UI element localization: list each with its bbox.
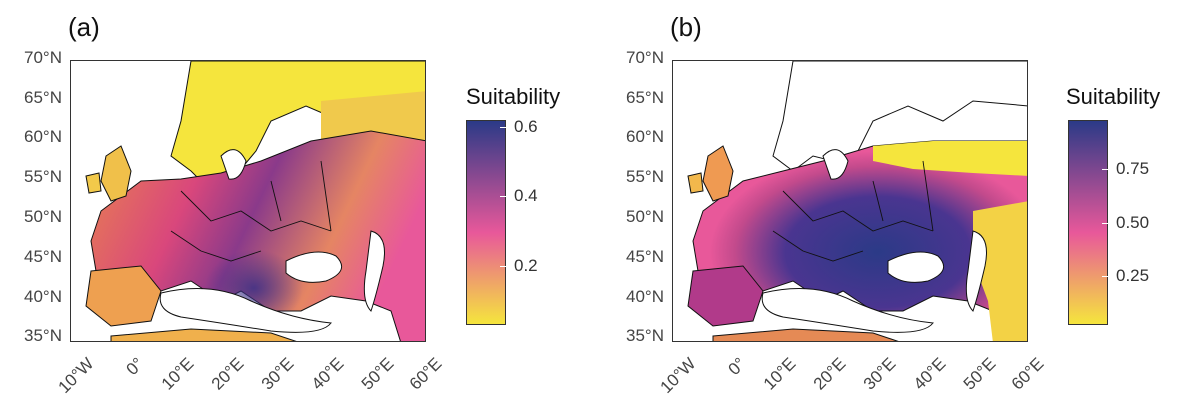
legend-tick-label: 0.75: [1116, 159, 1150, 179]
x-tick-label: 10°W: [54, 354, 98, 397]
x-tick-label: 60°E: [405, 354, 446, 394]
legend-tick-label: 0.4: [514, 186, 538, 206]
x-tick-label: 10°E: [759, 354, 800, 394]
y-tick-label: 40°N: [24, 287, 62, 306]
y-tick-label: 60°N: [24, 127, 62, 146]
y-tick-label: 35°N: [24, 326, 62, 345]
y-tick-label: 50°N: [626, 207, 664, 226]
x-tick-label: 40°E: [909, 354, 950, 394]
legend-tick-mark: [1102, 222, 1108, 224]
x-tick-label: 50°E: [357, 354, 398, 394]
y-tick-label: 45°N: [24, 247, 62, 266]
x-tick-label: 50°E: [959, 354, 1000, 394]
legend-title: Suitability: [466, 84, 561, 109]
x-tick-label: 40°E: [307, 354, 348, 394]
y-tick-label: 70°N: [626, 48, 664, 67]
y-tick-label: 60°N: [626, 127, 664, 146]
suitability-map: [70, 60, 426, 342]
legend-tick-mark: [500, 196, 506, 198]
y-tick-label: 70°N: [24, 48, 62, 67]
y-tick-label: 55°N: [626, 167, 664, 186]
x-tick-label: 20°E: [207, 354, 248, 394]
panel-label: (a): [68, 12, 100, 42]
legend-tick-mark: [500, 265, 506, 267]
panel-label: (b): [670, 12, 702, 42]
y-tick-label: 45°N: [626, 247, 664, 266]
map-panel-b: (b) 70°N 65°N 60°N 55°N 50°N 45°N 40°N 3…: [602, 0, 1184, 403]
y-tick-label: 55°N: [24, 167, 62, 186]
y-tick-label: 40°N: [626, 287, 664, 306]
x-tick-label: 60°E: [1007, 354, 1048, 394]
y-tick-label: 35°N: [626, 326, 664, 345]
legend-tick-label: 0.6: [514, 116, 538, 136]
legend-tick-mark: [1102, 169, 1108, 171]
legend-tick-label: 0.2: [514, 255, 538, 275]
legend-tick-label: 0.50: [1116, 212, 1150, 232]
x-tick-label: 30°E: [257, 354, 298, 394]
color-scale-bar: [466, 120, 506, 325]
legend-tick-label: 0.25: [1116, 265, 1150, 285]
x-tick-label: 10°E: [157, 354, 198, 394]
x-tick-label: 20°E: [809, 354, 850, 394]
x-tick-label: 30°E: [859, 354, 900, 394]
x-tick-label: 0°: [724, 354, 750, 379]
y-tick-label: 50°N: [24, 207, 62, 226]
map-panel-a: (a) 70°N 65°N 60°N 55°N 50°N 45°N 40°N 3…: [0, 0, 592, 403]
x-tick-label: 0°: [122, 354, 148, 379]
suitability-map: [672, 60, 1028, 342]
legend-tick-mark: [500, 126, 506, 128]
legend-title: Suitability: [1066, 84, 1161, 109]
x-tick-label: 10°W: [656, 354, 700, 397]
y-tick-label: 65°N: [24, 88, 62, 107]
y-tick-label: 65°N: [626, 88, 664, 107]
legend-tick-mark: [1102, 275, 1108, 277]
